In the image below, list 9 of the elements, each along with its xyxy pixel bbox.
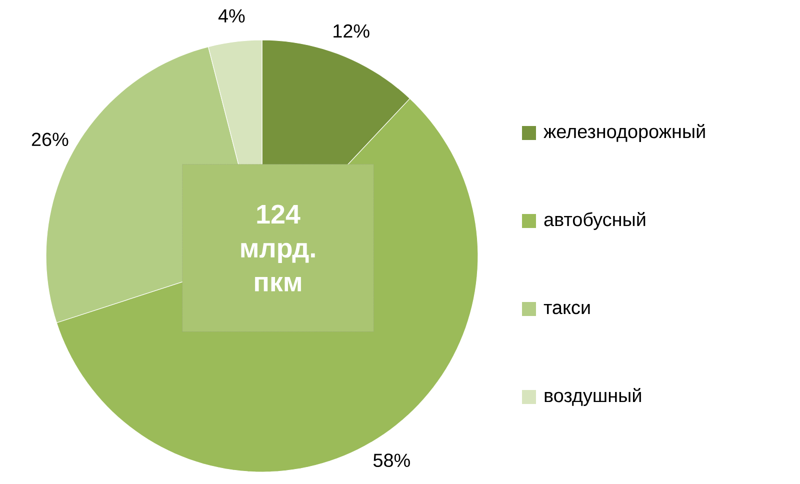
legend-label: воздушный	[544, 388, 641, 406]
data-label: 26%	[32, 132, 68, 146]
data-label: 58%	[373, 454, 410, 468]
legend-label: автобусный	[544, 212, 646, 230]
text: 124 млрд. пкм	[241, 204, 315, 292]
data-label: 12%	[334, 24, 370, 38]
data-label: 4%	[218, 9, 245, 23]
legend-label: такси	[544, 304, 590, 314]
legend-label: железнодорожный	[544, 124, 705, 142]
